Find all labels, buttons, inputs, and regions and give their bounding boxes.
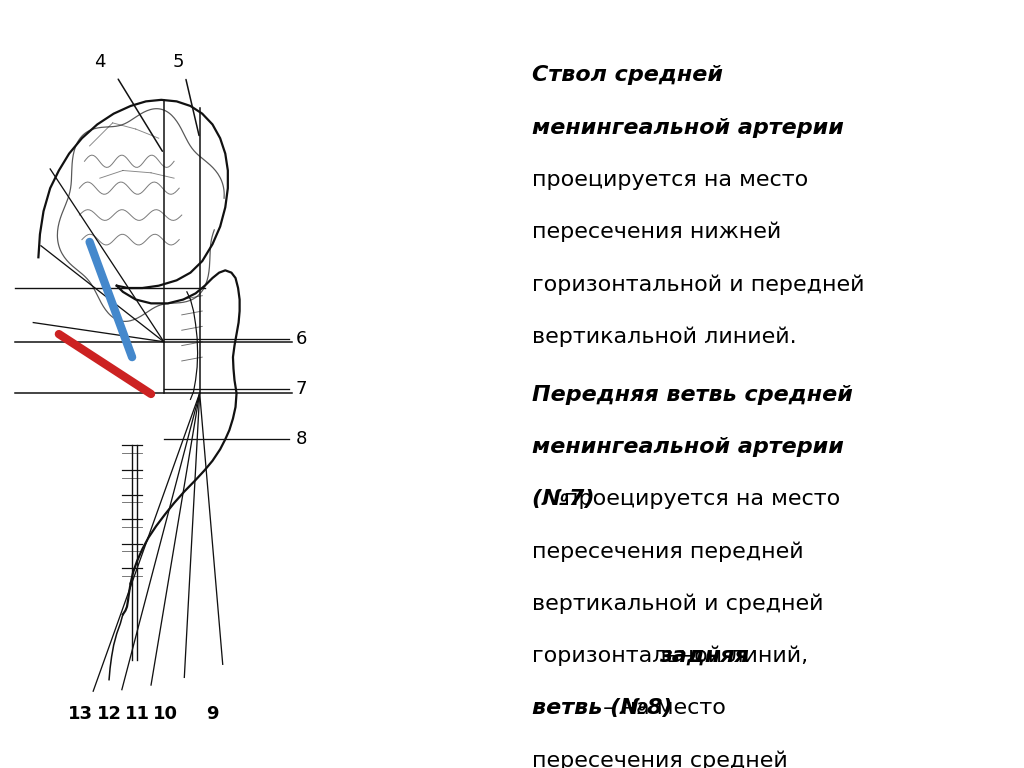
Text: ветвь (№8): ветвь (№8) [532, 698, 673, 718]
Text: (№7): (№7) [532, 489, 603, 509]
Text: Ствол средней: Ствол средней [532, 65, 724, 85]
Text: вертикальной линией.: вертикальной линией. [532, 326, 797, 347]
Text: проецируется на место: проецируется на место [564, 489, 841, 509]
Text: задняя: задняя [658, 646, 749, 666]
Text: горизонтальной и передней: горизонтальной и передней [532, 274, 865, 295]
Text: пересечения нижней: пересечения нижней [532, 222, 781, 243]
Text: 13: 13 [69, 705, 93, 723]
Text: – на место: – на место [596, 698, 726, 718]
Text: 11: 11 [125, 705, 150, 723]
Text: 10: 10 [153, 705, 178, 723]
Text: менингеальной артерии: менингеальной артерии [532, 118, 845, 137]
Text: вертикальной и средней: вертикальной и средней [532, 594, 824, 614]
Text: 4: 4 [94, 53, 105, 71]
Text: проецируется на место: проецируется на место [532, 170, 809, 190]
Text: 9: 9 [206, 705, 219, 723]
Text: 7: 7 [296, 380, 307, 399]
Text: 8: 8 [296, 430, 307, 449]
Text: Передняя ветвь средней: Передняя ветвь средней [532, 385, 853, 405]
Text: пересечения передней: пересечения передней [532, 541, 804, 562]
Text: 6: 6 [296, 330, 307, 349]
Text: 12: 12 [96, 705, 122, 723]
Text: пересечения средней: пересечения средней [532, 750, 788, 768]
Text: менингеальной артерии: менингеальной артерии [532, 437, 845, 457]
Text: 5: 5 [172, 53, 184, 71]
Text: горизонтальной линий,: горизонтальной линий, [532, 646, 816, 667]
